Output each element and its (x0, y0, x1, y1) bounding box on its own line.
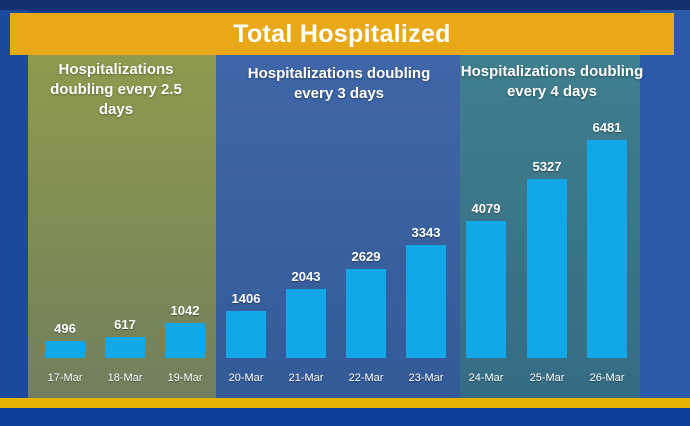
background-strip-right (640, 10, 690, 398)
bar-22-Mar (346, 269, 386, 358)
bottom-band-gold (0, 398, 690, 408)
x-tick-24-Mar: 24-Mar (468, 372, 504, 384)
data-label-23-Mar: 3343 (411, 225, 441, 240)
top-band (0, 0, 690, 10)
data-label-25-Mar: 5327 (532, 159, 562, 174)
title-bar: Total Hospitalized (10, 13, 674, 55)
background-strip-left (0, 10, 28, 398)
x-tick-19-Mar: 19-Mar (167, 372, 203, 384)
annotation-doubling-2-5-days: Hospitalizations doubling every 2.5 days (50, 61, 182, 118)
x-tick-17-Mar: 17-Mar (47, 372, 83, 384)
bar-20-Mar (226, 311, 266, 358)
bar-19-Mar (165, 323, 205, 358)
data-label-19-Mar: 1042 (170, 303, 200, 318)
bar-26-Mar (587, 140, 627, 358)
bar-18-Mar (105, 337, 145, 358)
x-tick-23-Mar: 23-Mar (408, 372, 444, 384)
data-label-21-Mar: 2043 (291, 269, 321, 284)
data-label-18-Mar: 617 (114, 317, 136, 332)
x-tick-18-Mar: 18-Mar (107, 372, 143, 384)
x-tick-25-Mar: 25-Mar (529, 372, 565, 384)
data-label-26-Mar: 6481 (592, 120, 622, 135)
data-label-17-Mar: 496 (54, 321, 76, 336)
bar-21-Mar (286, 289, 326, 358)
x-tick-26-Mar: 26-Mar (589, 372, 625, 384)
data-label-22-Mar: 2629 (351, 249, 381, 264)
x-tick-20-Mar: 20-Mar (228, 372, 264, 384)
annotation-doubling-3-days: Hospitalizations doubling every 3 days (247, 65, 431, 102)
bottom-band-blue (0, 408, 690, 426)
bar-17-Mar (45, 341, 85, 358)
chart-title: Total Hospitalized (233, 19, 451, 48)
annotation-doubling-4-days: Hospitalizations doubling every 4 days (460, 63, 644, 100)
bar-23-Mar (406, 245, 446, 358)
x-tick-21-Mar: 21-Mar (288, 372, 324, 384)
bar-25-Mar (527, 179, 567, 358)
bar-24-Mar (466, 221, 506, 358)
x-tick-22-Mar: 22-Mar (348, 372, 384, 384)
data-label-20-Mar: 1406 (231, 291, 261, 306)
data-label-24-Mar: 4079 (471, 201, 501, 216)
